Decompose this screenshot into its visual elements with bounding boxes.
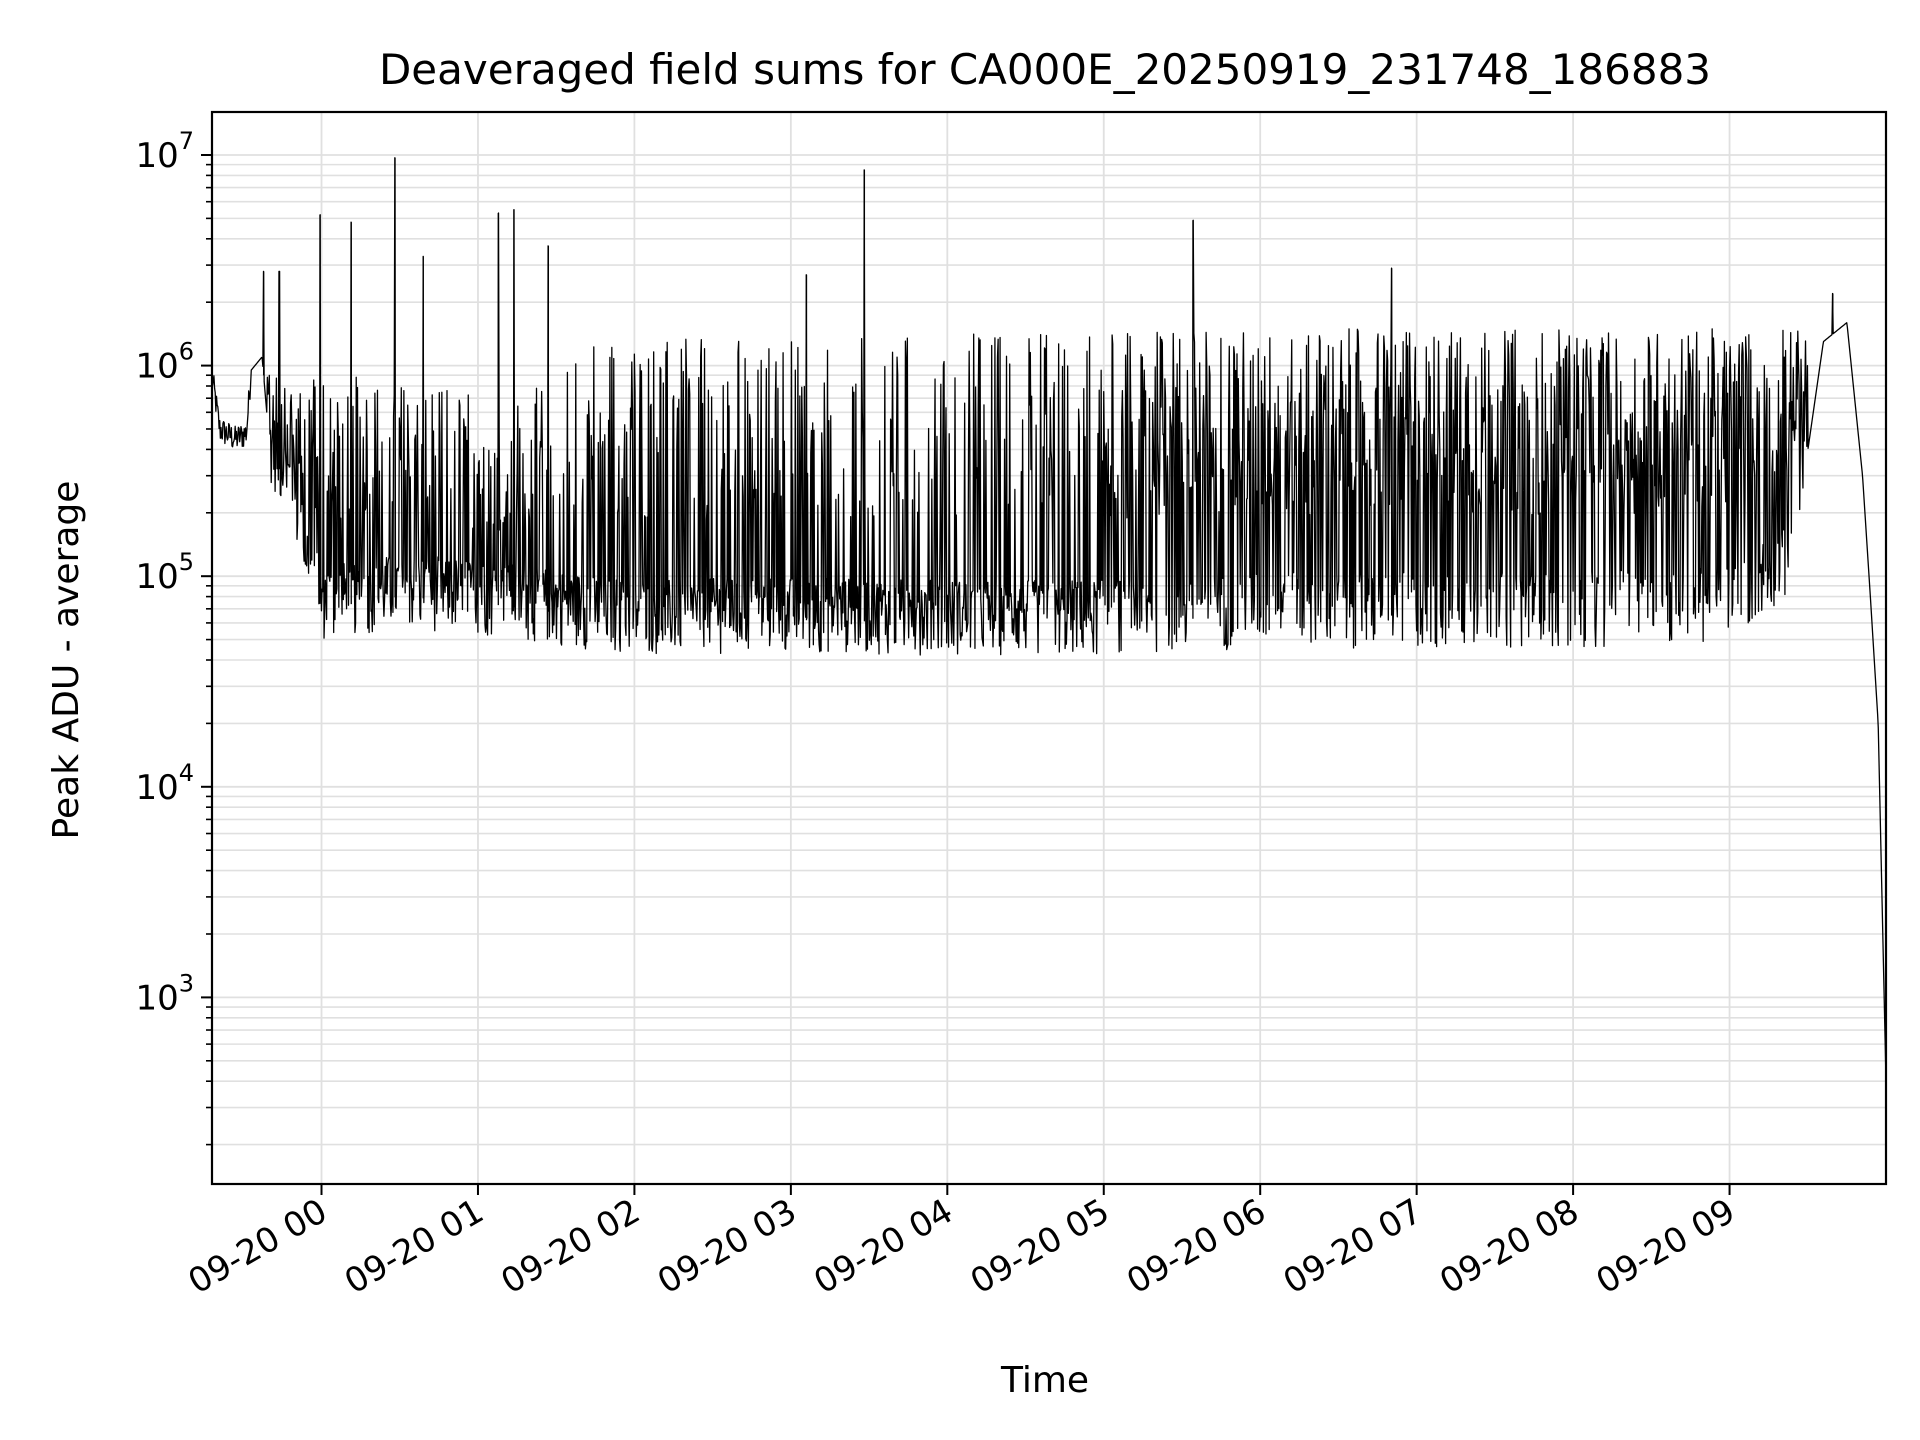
y-tick-label: 106	[135, 338, 194, 387]
y-tick-label: 105	[135, 548, 194, 597]
y-tick-base: 10	[135, 557, 178, 597]
y-tick-label: 107	[135, 127, 194, 176]
y-tick-base: 10	[135, 768, 178, 808]
chart-title: Deaveraged field sums for CA000E_2025091…	[379, 45, 1711, 94]
plot-frame	[210, 110, 1888, 1186]
y-tick-label: 104	[135, 759, 194, 808]
y-tick-exponent: 5	[179, 548, 194, 576]
y-tick-exponent: 7	[179, 127, 194, 155]
y-tick-base: 10	[135, 136, 178, 176]
data-layer	[211, 157, 1887, 1082]
x-axis-label: Time	[1000, 1360, 1089, 1401]
y-axis-label: Peak ADU - average	[46, 481, 87, 840]
y-tick-label: 103	[135, 969, 194, 1018]
y-tick-exponent: 4	[179, 759, 194, 787]
data-series-line	[211, 157, 1887, 1082]
y-tick-exponent: 6	[179, 338, 194, 366]
y-tick-exponent: 3	[179, 969, 194, 997]
y-tick-base: 10	[135, 347, 178, 387]
y-tick-base: 10	[135, 978, 178, 1018]
